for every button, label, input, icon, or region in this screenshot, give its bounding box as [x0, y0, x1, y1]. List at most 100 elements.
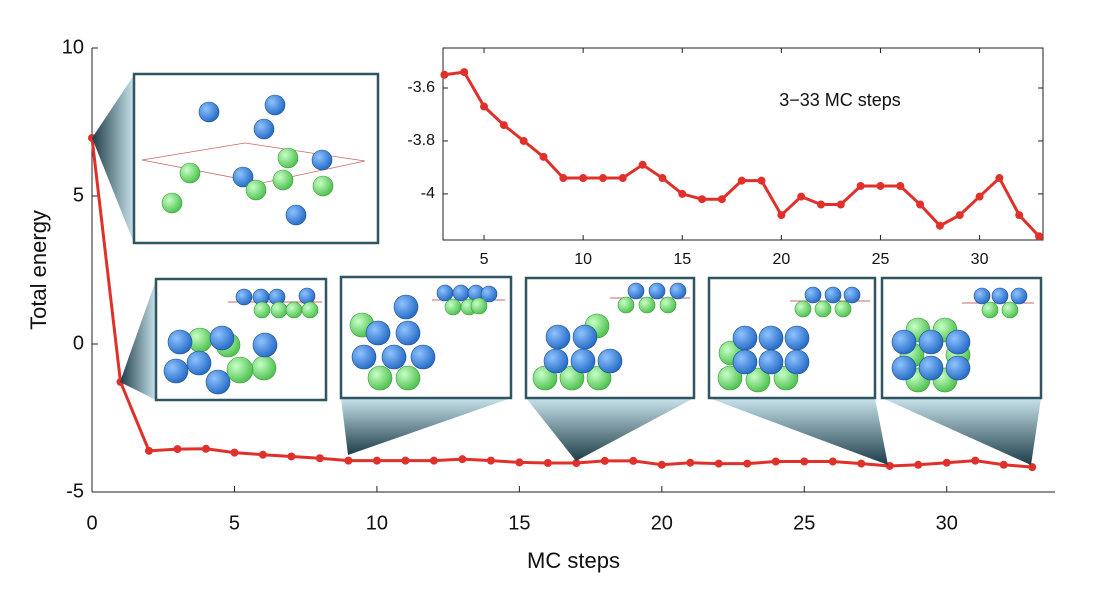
data-point — [857, 459, 866, 468]
data-point — [995, 174, 1004, 183]
data-point — [344, 456, 353, 465]
data-point — [698, 195, 707, 204]
data-point — [797, 192, 806, 201]
x-tick-label: 0 — [86, 512, 97, 534]
data-point — [896, 181, 905, 190]
data-point — [836, 200, 845, 209]
inset-frame — [442, 47, 1044, 241]
y-axis-label: Total energy — [26, 210, 51, 330]
data-point — [916, 200, 925, 209]
x-tick-label: 5 — [229, 512, 240, 534]
data-point — [828, 457, 837, 466]
x-tick-label: 5 — [480, 251, 489, 268]
y-tick-label: -5 — [66, 480, 84, 502]
data-point — [935, 221, 944, 230]
panel-step33 — [880, 276, 1043, 400]
data-point — [771, 457, 780, 466]
data-point — [458, 455, 467, 464]
data-point — [914, 460, 923, 469]
x-tick-label: 15 — [508, 512, 530, 534]
data-point — [816, 200, 825, 209]
data-point — [401, 456, 410, 465]
panel-step28 — [707, 276, 877, 400]
data-point — [258, 450, 267, 459]
data-point — [543, 458, 552, 467]
x-tick-label: 15 — [673, 251, 691, 268]
data-point — [1028, 463, 1037, 472]
data-point — [686, 458, 695, 467]
data-point — [515, 458, 524, 467]
data-point — [579, 174, 588, 183]
data-point — [230, 448, 239, 457]
panel-step17 — [524, 276, 696, 400]
data-point — [717, 195, 726, 204]
data-point — [201, 444, 210, 453]
series-line — [90, 137, 1033, 469]
data-point — [519, 136, 528, 145]
data-point — [429, 456, 438, 465]
data-point — [572, 458, 581, 467]
data-point — [678, 189, 687, 198]
data-point — [999, 460, 1008, 469]
data-point — [287, 452, 296, 461]
data-point — [440, 70, 449, 79]
data-point — [598, 174, 607, 183]
x-tick-label: 30 — [971, 251, 989, 268]
data-point — [173, 445, 182, 454]
data-point — [777, 211, 786, 220]
inset-plot: -4 -3.8 -3.6 5 10 15 20 25 30 3−33 MC steps — [407, 47, 1044, 268]
data-point — [971, 456, 980, 465]
data-point — [737, 176, 746, 185]
annotation: 3−33 MC steps — [779, 90, 901, 110]
data-point — [955, 211, 964, 220]
x-tick-label: 25 — [793, 512, 815, 534]
structure-panels — [92, 72, 1043, 465]
panel-initial — [132, 72, 380, 245]
data-point — [856, 181, 865, 190]
x-tick-label: 25 — [872, 251, 890, 268]
data-point — [975, 192, 984, 201]
data-point — [486, 456, 495, 465]
x-tick-label: 10 — [366, 512, 388, 534]
data-point — [315, 454, 324, 463]
y-tick-label: 10 — [62, 36, 84, 58]
zoom-wedge — [120, 280, 156, 400]
zoom-wedge — [882, 398, 1041, 465]
y-tick-label: -4 — [421, 185, 435, 202]
y-tick-label: 0 — [73, 332, 84, 354]
zoom-wedge — [709, 398, 888, 465]
data-point — [559, 174, 568, 183]
data-point — [480, 102, 489, 111]
data-point — [876, 181, 885, 190]
zoom-wedge — [341, 398, 511, 455]
panel-step9 — [339, 275, 513, 400]
data-point — [800, 457, 809, 466]
x-tick-label: 10 — [574, 251, 592, 268]
data-point — [629, 456, 638, 465]
panel-step1 — [154, 277, 328, 402]
data-point — [618, 174, 627, 183]
data-point — [499, 121, 508, 130]
zoom-wedge — [92, 75, 134, 243]
y-tick-label: -3.6 — [407, 79, 435, 96]
data-point — [372, 456, 381, 465]
x-axis-label: MC steps — [527, 548, 620, 573]
zoom-wedge — [526, 398, 694, 461]
data-point — [657, 460, 666, 469]
y-tick-label: 5 — [73, 184, 84, 206]
x-tick-label: 20 — [651, 512, 673, 534]
data-point — [714, 459, 723, 468]
data-point — [658, 174, 667, 183]
data-point — [539, 152, 548, 161]
data-point — [1015, 211, 1024, 220]
data-point — [460, 68, 469, 77]
x-tick-label: 30 — [936, 512, 958, 534]
data-point — [638, 160, 647, 169]
data-point — [942, 458, 951, 467]
data-point — [144, 446, 153, 455]
x-tick-label: 20 — [772, 251, 790, 268]
data-point — [1035, 232, 1044, 241]
